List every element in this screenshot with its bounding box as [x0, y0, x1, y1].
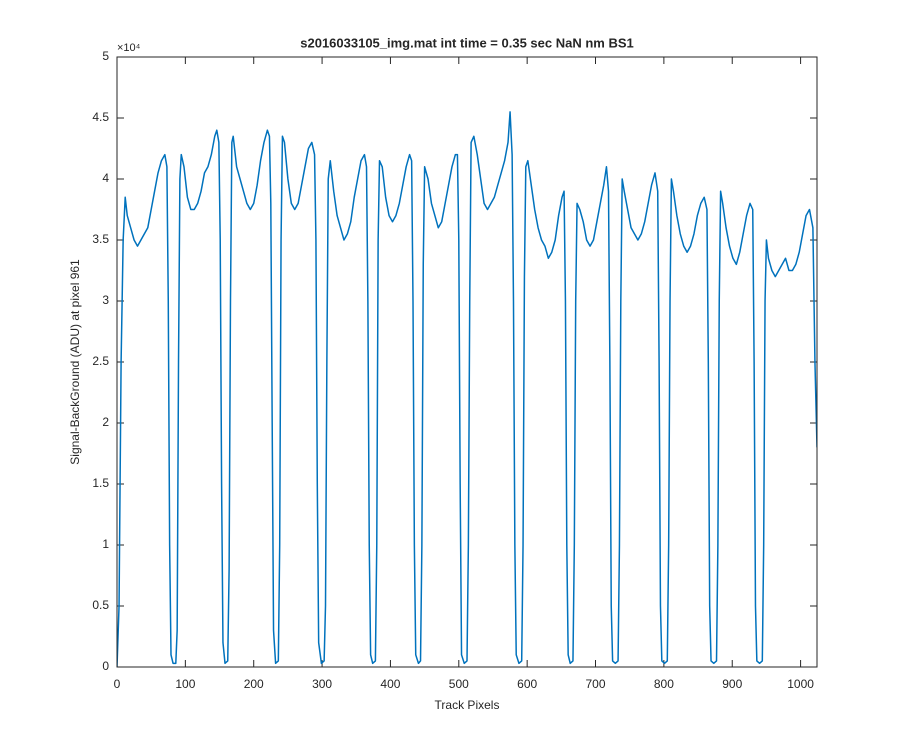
y-tick-label: 4	[102, 171, 109, 185]
x-tick-label: 600	[517, 677, 537, 691]
x-tick-label: 400	[380, 677, 400, 691]
y-tick-label: 3.5	[92, 232, 109, 246]
x-tick-label: 500	[449, 677, 469, 691]
y-tick-label: 0	[102, 659, 109, 673]
plot-area	[117, 111, 817, 667]
x-tick-label: 700	[586, 677, 606, 691]
axes-box	[116, 56, 818, 668]
y-tick-label: 3	[102, 293, 109, 307]
y-tick-label: 0.5	[92, 598, 109, 612]
x-tick-label: 900	[722, 677, 742, 691]
x-tick-label: 300	[312, 677, 332, 691]
x-tick-label: 800	[654, 677, 674, 691]
x-tick-label: 200	[244, 677, 264, 691]
ticks: 0 100 200 300 400 500 600 700 800 900 1000 0 0.5 1 1.5…	[92, 49, 817, 691]
x-tick-label: 0	[114, 677, 121, 691]
x-axis-label: Track Pixels	[435, 698, 500, 712]
y-tick-label: 5	[102, 49, 109, 63]
y-axis-label: Signal-BackGround (ADU) at pixel 961	[68, 259, 82, 465]
chart-title: s2016033105_img.mat int time = 0.35 sec …	[300, 35, 634, 50]
y-tick-label: 2.5	[92, 354, 109, 368]
y-tick-label: 2	[102, 415, 109, 429]
data-line	[117, 111, 817, 667]
y-tick-label: 4.5	[92, 110, 109, 124]
y-tick-label: 1	[102, 537, 109, 551]
y-tick-label: 1.5	[92, 476, 109, 490]
x-tick-label: 100	[175, 677, 195, 691]
y-exponent: ×10⁴	[117, 42, 141, 54]
x-tick-label: 1000	[787, 677, 814, 691]
